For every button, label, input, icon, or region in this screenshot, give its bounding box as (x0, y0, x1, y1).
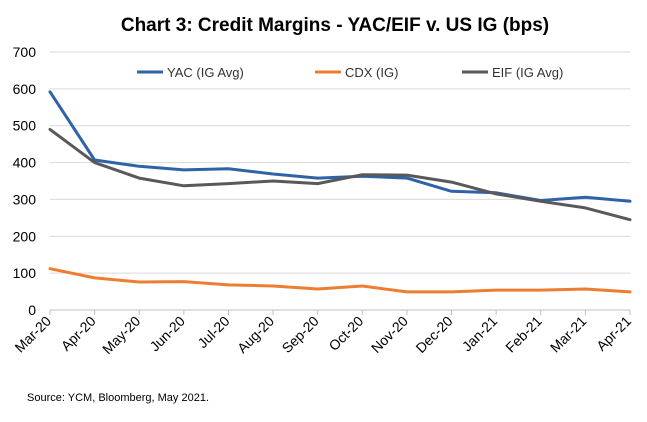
legend-label-1: YAC (IG Avg) (167, 65, 244, 80)
y-tick-label: 300 (13, 191, 37, 207)
y-tick-label: 400 (13, 155, 37, 171)
y-tick-label: 100 (13, 265, 37, 281)
legend: YAC (IG Avg) CDX (IG) EIF (IG Avg) (137, 65, 563, 80)
legend-label-3: EIF (IG Avg) (492, 65, 563, 80)
x-tick-label: Apr-21 (593, 313, 634, 354)
x-tick-label: May-20 (99, 313, 143, 357)
series-lines (48, 90, 632, 294)
x-tick-label: Mar-20 (11, 313, 54, 356)
x-tick-label: Oct-20 (325, 313, 366, 354)
y-tick-label: 0 (28, 302, 36, 318)
source-note: Source: YCM, Bloomberg, May 2021. (27, 392, 209, 404)
y-tick-label: 200 (13, 228, 37, 244)
x-tick-label: Dec-20 (412, 313, 455, 356)
series-line-2 (48, 267, 632, 294)
x-tick-label: Mar-21 (547, 313, 590, 356)
x-tick-label: Jan-21 (459, 313, 501, 355)
gridlines (50, 51, 630, 274)
x-tick-label: Nov-20 (368, 313, 411, 356)
x-tick-label: Apr-20 (58, 313, 99, 354)
y-tick-label: 500 (13, 118, 37, 134)
x-tick-label: Sep-20 (279, 313, 322, 356)
chart-title: Chart 3: Credit Margins - YAC/EIF v. US … (121, 15, 549, 36)
y-tick-label: 700 (13, 44, 37, 60)
series-line-1 (48, 90, 632, 203)
x-tick-label: Feb-21 (502, 313, 545, 356)
series-line-3 (48, 127, 632, 222)
y-tick-label: 600 (13, 81, 37, 97)
x-tick-label: Aug-20 (234, 313, 277, 356)
legend-label-2: CDX (IG) (345, 65, 398, 80)
x-tick-label: Jun-20 (146, 313, 188, 355)
x-tick-label: Jul-20 (194, 313, 232, 351)
